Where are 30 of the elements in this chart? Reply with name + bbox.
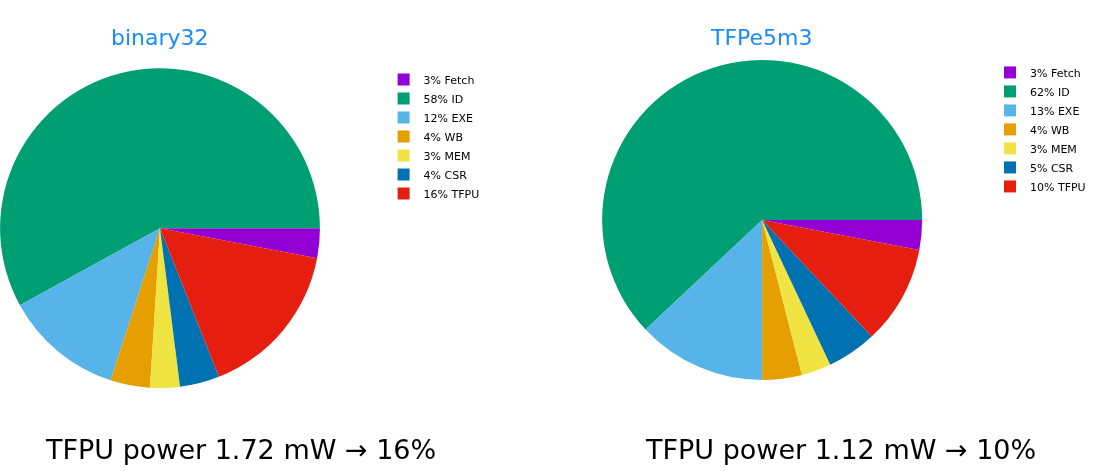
text: TFPU power 1.12 mW → 10% <box>645 434 1037 465</box>
legend-label: 58% ID <box>423 92 464 106</box>
legend-label: 3% Fetch <box>423 73 475 87</box>
legend-label: 62% ID <box>1029 85 1070 99</box>
chart-title: TFPe5m3 <box>710 25 813 50</box>
pie-slice <box>160 228 318 377</box>
legend-label: 4% CSR <box>423 168 468 182</box>
legend-label: 4% WB <box>423 130 463 144</box>
pie-slice <box>645 219 763 380</box>
pie-slice <box>762 219 920 337</box>
pie-slice <box>19 228 161 381</box>
legend-label: 16% TFPU <box>423 187 480 201</box>
text: TFPU power 1.72 mW → 16% <box>45 434 437 465</box>
legend-label: 5% CSR <box>1029 161 1074 175</box>
pie-slice <box>0 68 320 306</box>
chart-title: binary32 <box>111 25 209 50</box>
legend-label: 3% MEM <box>423 149 471 163</box>
pie-slice <box>762 219 802 380</box>
pie-slice <box>110 228 161 388</box>
legend-label: 4% WB <box>1029 123 1070 137</box>
legend-label: 12% EXE <box>423 111 474 125</box>
pie-slice <box>160 228 320 259</box>
legend-label: 13% EXE <box>1029 104 1080 118</box>
legend-label: 3% MEM <box>1029 142 1077 156</box>
pie-slice <box>602 59 923 330</box>
pie-slice <box>762 219 872 365</box>
legend-label: 3% Fetch <box>1029 66 1081 80</box>
pie-slice <box>160 228 219 387</box>
legend-label: 10% TFPU <box>1029 180 1086 194</box>
pie-slice <box>762 219 923 250</box>
